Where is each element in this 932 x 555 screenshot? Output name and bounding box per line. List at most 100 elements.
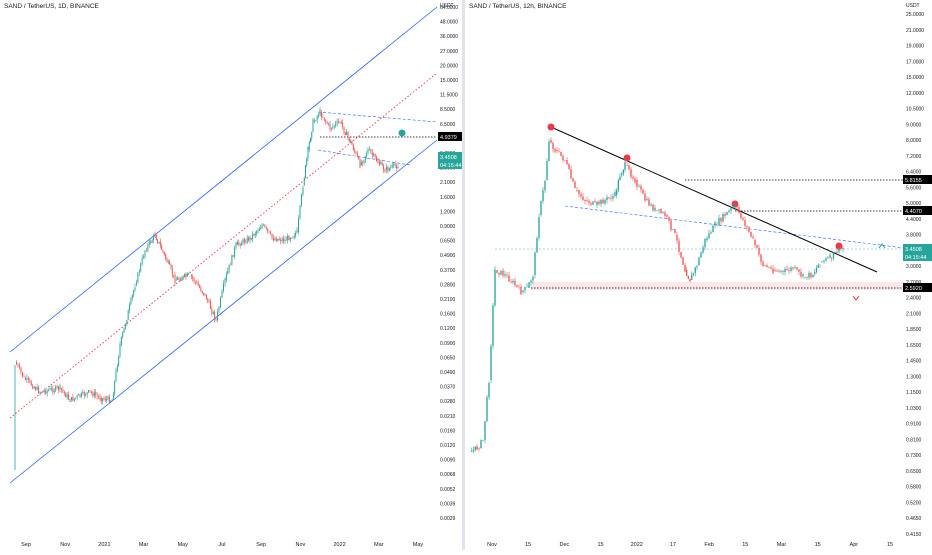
candle-body [246,237,248,243]
touch-point-1 [547,123,555,131]
candle-body [351,141,353,145]
candle-body [670,220,672,230]
y-tick-label: 0.0120 [440,443,456,449]
candle-body [758,247,760,255]
candle-body [710,232,712,234]
candle-body [740,213,742,219]
candle-body [133,290,135,295]
candle-body [179,279,181,281]
price-tag-countdown-bg [438,160,462,169]
candle-body [658,209,660,211]
right-chart-svg[interactable]: USDT 25.0000 21.0000 19.0000 17.0000 15.0000 1… [465,0,932,550]
candle-body [308,142,310,150]
candle-body [210,301,211,309]
candle-body [223,283,224,291]
descending-trendline [550,126,878,273]
candle-body [660,209,662,214]
candle-body [90,392,92,393]
candle-body [498,273,500,275]
candle-body [676,235,678,241]
candle-body [221,290,223,298]
candle-body [720,218,722,222]
candle-body [262,224,264,226]
left-chart-panel[interactable]: SAND / TetherUS, 1D, BINANCE USDT 64.0000… [0,0,462,550]
y-tick-label: 8.5000 [440,107,456,113]
y-tick-label: 6.4000 [906,170,922,176]
candle-body [724,214,726,216]
candle-body [295,232,297,236]
candle-body [666,215,668,217]
y-tick-label: 1.3000 [906,374,922,380]
candle-body [508,275,510,282]
candle-body [277,238,279,242]
y-tick-label: 4.4000 [906,217,922,223]
candle-body [162,249,164,252]
candle-body [840,247,842,250]
candle-body [532,276,534,281]
candle-body [197,282,199,286]
candle-body [89,390,91,391]
y-tick-label: 2.7000 [906,280,922,286]
target-marker [398,129,406,137]
y-tick-label: 2.1000 [906,311,922,317]
x-tick-label: Nov [487,542,497,548]
candle-body [381,162,383,166]
candle-body [157,240,159,243]
candle-body [135,282,137,285]
candle-body [145,250,147,251]
price-tag-level-bg [438,132,462,141]
candle-body [734,204,736,208]
x-tick-label: Mar [374,542,384,548]
candle-body [578,190,580,195]
candle-body [356,153,358,157]
right-chart-panel[interactable]: SAND / TetherUS, 12h, BINANCE USDT 25.000… [465,0,932,550]
candle-body [736,206,738,208]
x-tick-label: Mar [777,542,787,548]
candle-body [387,167,389,171]
candle-body [346,131,348,136]
candle-body [147,244,149,251]
candle-body [373,153,375,156]
candle-body [510,281,512,283]
candle-body [488,382,490,398]
candle-body [50,388,52,389]
candle-body [394,163,396,166]
candle-body [786,268,788,271]
candle-body [774,270,776,271]
y-tick-label: 7.2000 [906,154,922,160]
candle-body [590,203,592,205]
candle-body [85,395,87,396]
candle-body [320,112,322,117]
panel-divider[interactable] [462,0,465,550]
candle-body [228,264,230,271]
candle-body [476,446,478,450]
candle-body [616,190,618,195]
candle-body [832,252,835,259]
candle-body [27,377,29,380]
candle-body [817,264,819,268]
candle-body [257,230,259,232]
candle-body [704,238,706,248]
price-tag-level: 4.9379 [440,135,457,141]
candle-body [203,292,205,295]
y-tick-label: 1.6000 [440,195,456,201]
x-tick-label: Sep [256,542,266,548]
candle-body [76,395,78,398]
candle-body [150,241,152,243]
candle-body [827,257,829,259]
candle-body [188,273,190,274]
candle-body [181,278,183,281]
candle-body [344,132,346,136]
candle-body [572,178,574,182]
candle-body [754,240,756,246]
candle-body [86,392,88,396]
candle-body [322,116,324,118]
y-tick-label: 1.1500 [906,390,922,396]
breakdown-down-arrow [852,295,860,301]
candle-body [104,398,106,401]
candle-body [60,388,62,390]
candle-body [82,391,84,394]
candle-body [718,218,720,226]
candle-body [182,275,184,279]
